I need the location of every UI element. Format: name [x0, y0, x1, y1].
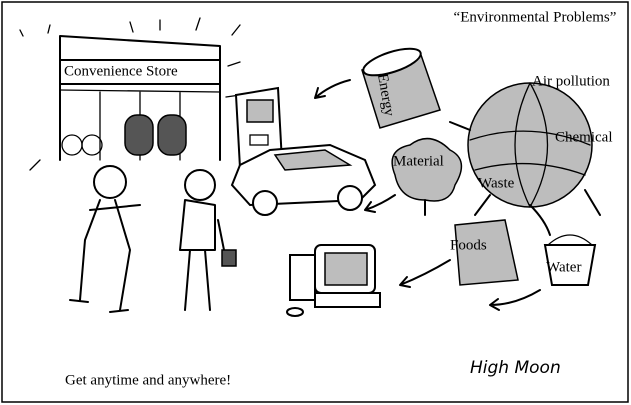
cartoon: Convenience Store Energy [0, 0, 631, 405]
caption: Get anytime and anywhere! [65, 372, 231, 388]
water-label: Water [546, 259, 581, 275]
foods-label: Foods [450, 237, 487, 253]
chemical-label: Chemical [555, 129, 612, 145]
material-label: Material [393, 153, 444, 169]
store-label: Convenience Store [64, 63, 178, 79]
air-label: Air pollution [532, 73, 610, 89]
signature: High Moon [470, 358, 561, 378]
waste-label: Waste [478, 175, 515, 191]
title: “Environmental Problems” [454, 9, 617, 25]
